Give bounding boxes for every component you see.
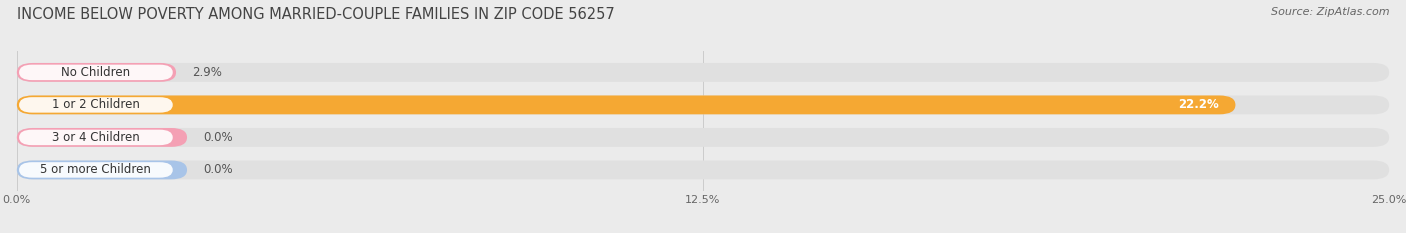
Text: 2.9%: 2.9% (193, 66, 222, 79)
FancyBboxPatch shape (20, 162, 173, 178)
FancyBboxPatch shape (17, 96, 1389, 114)
Text: No Children: No Children (62, 66, 131, 79)
Text: 0.0%: 0.0% (204, 163, 233, 176)
FancyBboxPatch shape (17, 63, 176, 82)
FancyBboxPatch shape (17, 161, 1389, 179)
FancyBboxPatch shape (20, 97, 173, 113)
FancyBboxPatch shape (17, 128, 1389, 147)
FancyBboxPatch shape (17, 161, 187, 179)
FancyBboxPatch shape (17, 63, 1389, 82)
FancyBboxPatch shape (20, 65, 173, 80)
Text: 5 or more Children: 5 or more Children (41, 163, 152, 176)
Text: INCOME BELOW POVERTY AMONG MARRIED-COUPLE FAMILIES IN ZIP CODE 56257: INCOME BELOW POVERTY AMONG MARRIED-COUPL… (17, 7, 614, 22)
FancyBboxPatch shape (20, 130, 173, 145)
Text: 0.0%: 0.0% (204, 131, 233, 144)
Text: 22.2%: 22.2% (1178, 98, 1219, 111)
Text: 3 or 4 Children: 3 or 4 Children (52, 131, 139, 144)
FancyBboxPatch shape (17, 128, 187, 147)
Text: Source: ZipAtlas.com: Source: ZipAtlas.com (1271, 7, 1389, 17)
Text: 1 or 2 Children: 1 or 2 Children (52, 98, 139, 111)
FancyBboxPatch shape (17, 96, 1236, 114)
